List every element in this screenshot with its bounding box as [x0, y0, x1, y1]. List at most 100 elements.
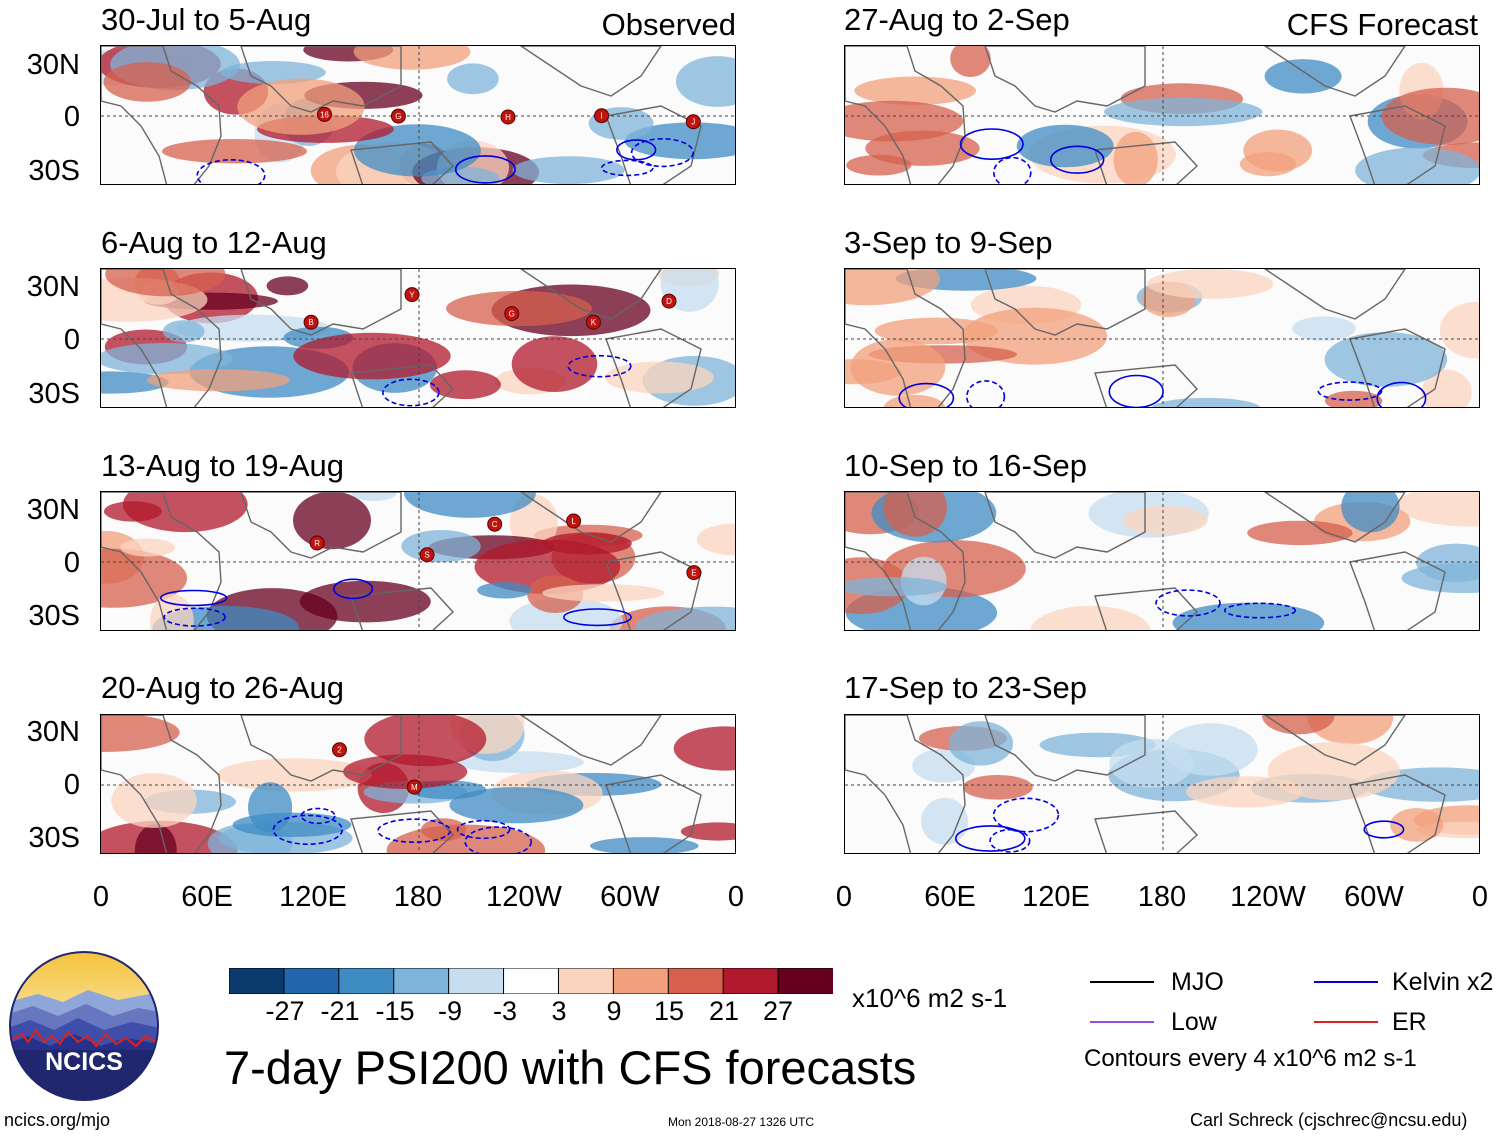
storm-marker [404, 287, 420, 303]
x-tick: 120E [279, 881, 347, 913]
coastline [101, 715, 222, 853]
psi-anomaly [1292, 316, 1356, 341]
y-tick-30s: 30S [28, 155, 80, 187]
kelvin-contour [992, 797, 1060, 833]
kelvin-contour [159, 589, 228, 607]
psi-anomaly [293, 332, 451, 380]
kelvin-contour [563, 608, 632, 627]
colorbar-label: -3 [492, 996, 517, 1026]
psi-anomaly [429, 370, 501, 400]
kelvin-contour [898, 382, 955, 407]
storm-marker [419, 547, 435, 563]
psi-anomaly [635, 606, 735, 630]
storm-label: S [424, 551, 429, 560]
legend-kelvin: Kelvin x2 [1392, 968, 1494, 996]
panel-title-fc-4: 17-Sep to 23-Sep [844, 670, 1088, 705]
coastline [240, 269, 402, 336]
psi-anomaly [161, 139, 308, 164]
contour-note: Contours every 4 x10^6 m2 s-1 [1084, 1045, 1417, 1072]
kelvin-contour [377, 818, 451, 843]
y-tick-30n: 30N [26, 716, 80, 748]
colorbar-label: -9 [437, 996, 462, 1026]
colorbar-label: 9 [606, 996, 622, 1026]
map-canvas: 2M [101, 715, 735, 853]
map-panel-fc-3 [844, 491, 1480, 631]
map-canvas: R S C L E [101, 492, 735, 630]
colorbar-units: x10^6 m2 s-1 [852, 983, 1008, 1013]
map-panel-obs-3: R S C L E [100, 491, 736, 631]
psi-anomaly [1030, 605, 1151, 630]
x-tick: 120E [1022, 881, 1090, 913]
x-tick: 0 [835, 881, 853, 913]
panel-title-fc-1: 27-Aug to 2-Sep [844, 2, 1070, 37]
storm-label: K [591, 318, 597, 327]
panel-title-obs-4: 20-Aug to 26-Aug [101, 670, 345, 705]
psi-anomaly [1186, 776, 1304, 808]
coastline [984, 715, 1146, 782]
x-tick: 180 [393, 881, 443, 913]
psi-anomaly [512, 156, 625, 184]
coastline [1094, 810, 1198, 853]
storm-marker [309, 535, 325, 551]
kelvin-contour [1223, 602, 1297, 619]
psi-anomaly [364, 715, 487, 767]
y-tick-30n: 30N [26, 271, 80, 303]
x-tick: 60E [181, 881, 233, 913]
x-tick: 120W [486, 881, 562, 913]
coastline [1349, 328, 1446, 407]
coastline [984, 269, 1146, 336]
coastline [1349, 774, 1446, 853]
psi-anomaly [1113, 131, 1158, 184]
storm-marker [332, 742, 347, 758]
psi-anomaly [1421, 369, 1472, 407]
coastline [605, 551, 702, 630]
colorbar-swatch [228, 967, 285, 995]
kelvin-contour [456, 819, 511, 840]
footer-timestamp: Mon 2018-08-27 1326 UTC [668, 1115, 815, 1129]
coastline [605, 328, 702, 407]
storm-label: L [571, 517, 576, 526]
coastline [240, 46, 402, 113]
coastline [984, 492, 1146, 559]
psi-anomaly [590, 837, 699, 853]
storm-label: 2 [337, 746, 342, 755]
y-tick-eq: 0 [63, 547, 80, 579]
y-tick-eq: 0 [63, 101, 80, 133]
psi-anomaly [846, 154, 912, 176]
psi-anomaly [220, 61, 326, 84]
colorbar-swatch [557, 967, 615, 995]
kelvin-contour [333, 578, 374, 600]
kelvin-contour [630, 137, 695, 168]
coastline [240, 492, 402, 559]
kelvin-contour [993, 156, 1032, 184]
psi-anomaly [1267, 742, 1400, 801]
y-tick-eq: 0 [63, 324, 80, 356]
x-tick: 120W [1230, 881, 1306, 913]
psi-anomaly [845, 100, 964, 142]
psi-anomaly [293, 492, 371, 550]
kelvin-contour [959, 128, 1024, 161]
coastline [1094, 364, 1198, 407]
y-tick-30s: 30S [28, 822, 80, 854]
coastline [1094, 141, 1198, 184]
coastline [845, 715, 966, 853]
storm-marker [406, 779, 422, 795]
coastline [101, 46, 222, 184]
colorbar-swatch [283, 967, 340, 995]
psi-anomaly [1396, 492, 1479, 527]
coastline [350, 141, 454, 184]
psi-anomaly [1147, 269, 1274, 299]
ncics-logo: NCICS [8, 950, 160, 1102]
panel-title-obs-1: 30-Jul to 5-Aug [101, 2, 312, 37]
psi-anomaly [446, 290, 592, 327]
storm-marker [594, 108, 610, 124]
footer-url[interactable]: ncics.org/mjo [4, 1110, 111, 1130]
map-canvas [845, 715, 1479, 853]
colorbar-swatch [503, 967, 560, 995]
psi-anomaly [477, 582, 532, 599]
storm-marker [487, 516, 503, 532]
kelvin-contour [1363, 820, 1405, 839]
map-panel-fc-4 [844, 714, 1480, 854]
psi-anomaly [854, 76, 976, 105]
kelvin-contour [989, 828, 1031, 853]
